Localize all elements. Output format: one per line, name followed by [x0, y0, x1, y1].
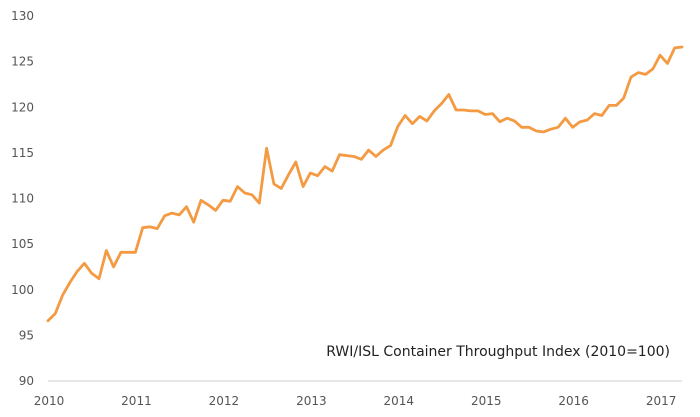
y-tick-label: 100: [11, 283, 34, 297]
y-tick-label: 95: [19, 328, 34, 342]
y-tick-label: 130: [11, 9, 34, 23]
x-tick-label: 2012: [209, 394, 240, 408]
chart-annotation: RWI/ISL Container Throughput Index (2010…: [326, 344, 670, 360]
series-line: [46, 45, 684, 323]
x-tick-label: 2010: [34, 394, 65, 408]
y-axis: 90 95 100 105 110 115 120 125 130: [11, 9, 34, 388]
x-tick-label: 2015: [471, 394, 502, 408]
y-tick-label: 90: [19, 374, 34, 388]
y-tick-label: 120: [11, 100, 34, 114]
y-tick-label: 110: [11, 192, 34, 206]
x-tick-label: 2017: [646, 394, 677, 408]
x-tick-label: 2013: [296, 394, 327, 408]
series-group: [46, 45, 684, 323]
y-tick-label: 105: [11, 237, 34, 251]
y-tick-label: 115: [11, 146, 34, 160]
x-axis: 2010 2011 2012 2013 2014 2015 2016 2017: [34, 380, 682, 408]
y-tick-label: 125: [11, 55, 34, 69]
x-tick-label: 2011: [121, 394, 152, 408]
x-tick-label: 2014: [384, 394, 415, 408]
x-tick-label: 2016: [558, 394, 589, 408]
